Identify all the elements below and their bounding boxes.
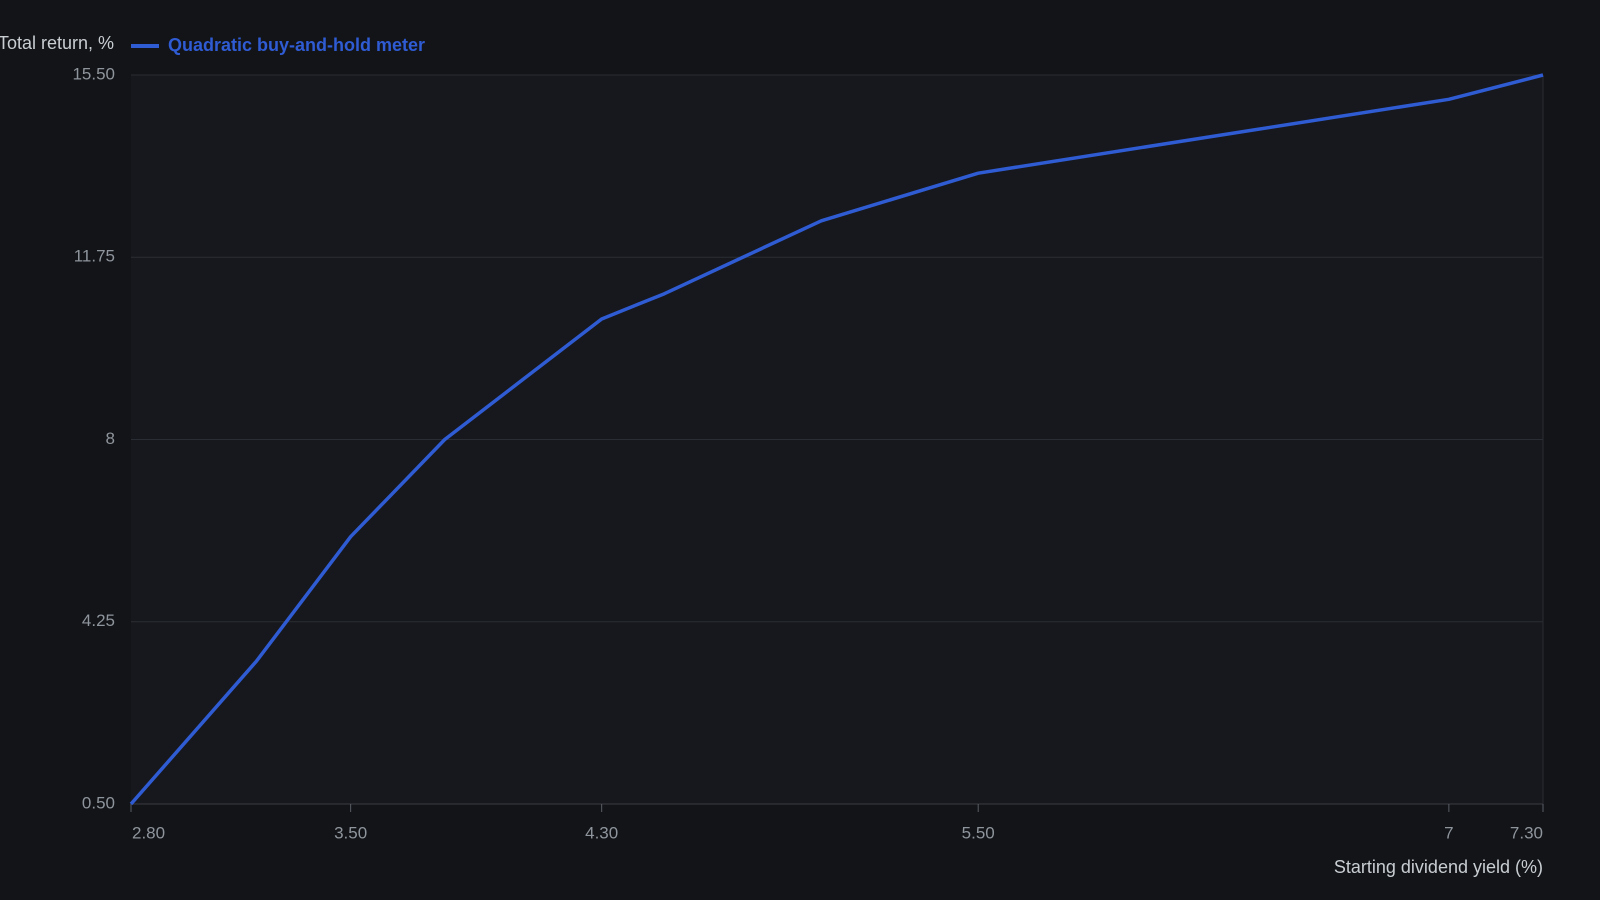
x-tick-label: 7.30 xyxy=(1510,823,1543,842)
x-tick-label: 5.50 xyxy=(962,823,995,842)
y-tick-label: 4.25 xyxy=(82,611,115,630)
x-tick-label: 7 xyxy=(1444,823,1453,842)
y-tick-label: 11.75 xyxy=(74,247,115,266)
y-tick-label: 0.50 xyxy=(82,793,115,812)
data-line xyxy=(129,73,1544,806)
x-tick-label: 4.30 xyxy=(585,823,618,842)
x-tick-label: 2.80 xyxy=(132,823,165,842)
y-tick-label: 8 xyxy=(106,429,115,448)
x-axis-label: Starting dividend yield (%) xyxy=(1334,857,1543,877)
y-axis-label: Total return, % xyxy=(0,33,114,53)
legend-label: Quadratic buy-and-hold meter xyxy=(168,35,425,55)
x-tick-label: 3.50 xyxy=(334,823,367,842)
y-tick-label: 15.50 xyxy=(72,64,115,83)
